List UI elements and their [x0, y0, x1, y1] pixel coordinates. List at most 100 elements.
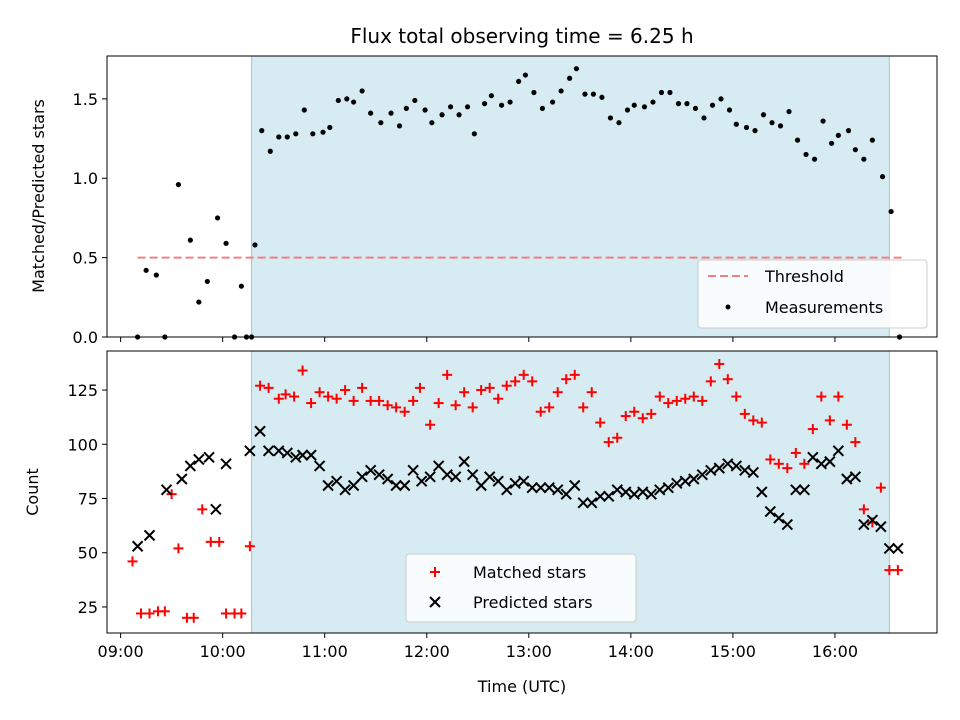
matched-star-point: [425, 419, 436, 430]
predicted-star-point: [747, 466, 760, 479]
matched-star-point: [173, 543, 184, 554]
matched-star-point: [391, 402, 402, 413]
measurement-point: [396, 123, 403, 129]
matched-star-point: [188, 612, 199, 623]
predicted-star-point: [313, 460, 326, 472]
bottom-y-tick-label: 25: [78, 598, 98, 617]
predicted-star-point: [176, 473, 188, 485]
predicted-star-point: [381, 473, 394, 485]
matched-star-point: [595, 417, 606, 428]
predicted-star-point: [730, 460, 743, 472]
top-x-ticks: [120, 337, 836, 342]
predicted-star-point: [892, 542, 904, 555]
matched-star-point: [646, 408, 657, 419]
matched-star-point: [484, 382, 495, 393]
predicted-star-point: [509, 477, 521, 490]
predicted-star-point: [281, 447, 293, 459]
predicted-star-point: [586, 497, 598, 509]
matched-star-point: [620, 411, 631, 422]
predicted-star-point: [637, 486, 649, 498]
predicted-star-point: [866, 514, 879, 526]
predicted-star-point: [347, 479, 360, 492]
predicted-star-point: [620, 486, 632, 498]
matched-star-point: [340, 385, 351, 396]
predicted-star-point: [832, 445, 845, 457]
predicted-star-point: [339, 484, 351, 496]
measurement-point: [359, 88, 365, 94]
legend-predicted-swatch: [429, 596, 441, 608]
legend-measurements-label: Measurements: [765, 298, 883, 317]
measurement-point: [276, 134, 282, 140]
predicted-star-point: [296, 449, 309, 461]
measurement-point: [667, 89, 673, 96]
predicted-star-point: [483, 471, 496, 483]
measurement-point: [743, 124, 750, 131]
predicted-star-point: [424, 471, 436, 483]
predicted-star-point: [322, 479, 334, 492]
predicted-star-point: [705, 464, 717, 477]
top-y-tick-label: 0.0: [73, 328, 98, 347]
measurement-point: [539, 105, 546, 111]
measurement-point: [675, 101, 682, 107]
matched-star-point: [799, 458, 810, 469]
measurement-point: [507, 99, 513, 105]
matched-star-point: [255, 380, 266, 391]
predicted-star-point: [305, 449, 317, 461]
predicted-star-point: [543, 481, 555, 494]
measurement-point: [811, 156, 818, 162]
predicted-star-point: [143, 529, 156, 542]
measurement-point: [769, 120, 775, 126]
measurement-point: [845, 128, 852, 134]
matched-star-point: [756, 417, 767, 428]
predicted-star-point: [449, 471, 462, 483]
matched-star-point: [414, 382, 425, 393]
measurement-point: [726, 107, 733, 113]
predicted-star-point: [184, 460, 197, 472]
measurement-point: [752, 128, 758, 134]
predicted-star-point: [645, 488, 657, 500]
predicted-star-point: [790, 484, 802, 496]
legend-predicted-label: Predicted stars: [473, 593, 593, 612]
measurement-point: [223, 240, 229, 246]
matched-star-point: [663, 398, 674, 409]
measurement-point: [429, 120, 435, 126]
predicted-star-point: [500, 484, 513, 496]
matched-star-point: [790, 447, 801, 458]
predicted-star-point: [722, 458, 734, 470]
matched-star-point: [273, 393, 284, 404]
measurement-point: [284, 134, 290, 140]
measurement-point: [582, 91, 588, 97]
measurement-point: [293, 131, 299, 137]
top-legend: Threshold Measurements: [697, 259, 928, 329]
matched-star-point: [892, 565, 903, 576]
predicted-star-point: [764, 505, 777, 518]
bottom-x-axis: 09:00 10:00 11:00 12:00 13:00 14:00 15:00 16:00: [98, 633, 858, 661]
measurement-point: [567, 75, 573, 81]
matched-star-point: [578, 402, 589, 413]
measurement-point: [794, 137, 801, 143]
bottom-y-tick-label: 125: [67, 381, 98, 400]
measurement-point: [403, 105, 409, 111]
predicted-star-point: [415, 475, 428, 487]
measurement-point: [590, 91, 597, 97]
predicted-star-point: [220, 458, 232, 470]
measurement-point: [558, 88, 564, 94]
measurement-point: [422, 107, 428, 113]
predicted-star-point: [492, 475, 504, 487]
predicted-star-point: [713, 462, 726, 474]
matched-star-point: [459, 387, 470, 398]
measurement-point: [388, 110, 394, 116]
measurement-point: [214, 215, 221, 221]
measurement-point: [267, 148, 273, 154]
measurement-point: [550, 99, 556, 105]
measurement-point: [820, 118, 826, 124]
matched-star-point: [552, 387, 563, 398]
bottom-panel: 25 50 75 100 125 09:00 10:00 11:00 12:00 13:00 14…: [23, 350, 938, 696]
matched-star-point: [807, 424, 818, 435]
measurement-point: [835, 132, 841, 138]
bottom-y-axis-title: Count: [23, 468, 42, 516]
matched-star-point: [688, 391, 699, 402]
measurement-point: [310, 131, 316, 137]
matched-star-point: [773, 458, 784, 469]
predicted-star-point: [671, 477, 683, 490]
